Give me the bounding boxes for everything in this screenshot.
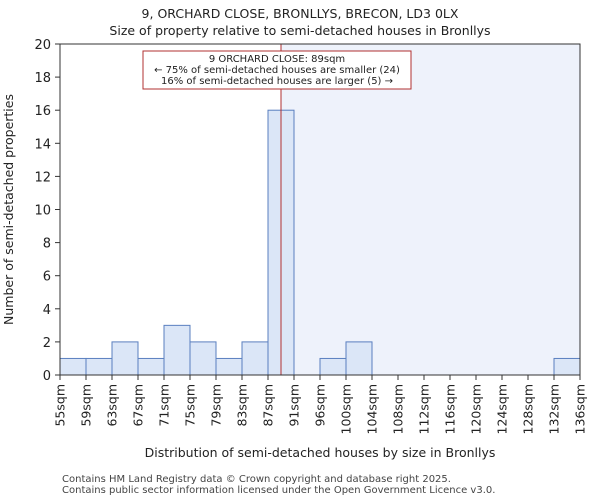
y-tick-label-0: 0 [43, 369, 51, 384]
x-tick-label-132sqm: 132sqm [547, 384, 562, 434]
y-tick-label-12: 12 [34, 170, 51, 185]
annotation-line-2: ← 75% of semi-detached houses are smalle… [154, 65, 400, 76]
x-tick-label-100sqm: 100sqm [339, 384, 354, 434]
bar-132sqm [553, 357, 581, 376]
bar-96sqm [319, 357, 347, 376]
x-tick-label-55sqm: 55sqm [53, 384, 68, 427]
bar-55sqm [59, 357, 87, 376]
bar-83sqm [241, 341, 269, 376]
y-tick-label-8: 8 [43, 237, 51, 252]
x-tick-label-116sqm: 116sqm [443, 384, 458, 434]
x-tick-label-75sqm: 75sqm [183, 384, 198, 427]
bar-71sqm [163, 324, 191, 376]
bars-group [59, 109, 581, 376]
x-tick-label-83sqm: 83sqm [235, 384, 250, 427]
property-annotation: 9 ORCHARD CLOSE: 89sqm ← 75% of semi-det… [142, 50, 412, 90]
y-axis-ticks: 0 2 4 6 8 10 12 14 16 18 20 [34, 38, 60, 384]
footer-licence: Contains public sector information licen… [62, 485, 496, 496]
x-tick-label-124sqm: 124sqm [495, 384, 510, 434]
bar-75sqm [189, 341, 217, 376]
chart-subtitle: Size of property relative to semi-detach… [109, 23, 491, 38]
x-tick-label-91sqm: 91sqm [287, 384, 302, 427]
x-tick-label-136sqm: 136sqm [573, 384, 588, 434]
y-tick-label-10: 10 [34, 204, 51, 219]
annotation-box [142, 50, 412, 90]
x-tick-label-67sqm: 67sqm [131, 384, 146, 427]
y-tick-label-14: 14 [34, 137, 51, 152]
x-tick-label-128sqm: 128sqm [521, 384, 536, 434]
x-tick-label-87sqm: 87sqm [261, 384, 276, 427]
y-tick-label-4: 4 [43, 303, 51, 318]
y-axis-label: Number of semi-detached properties [1, 94, 16, 325]
x-tick-label-96sqm: 96sqm [313, 384, 328, 427]
bar-63sqm [111, 341, 139, 376]
x-axis-label: Distribution of semi-detached houses by … [145, 445, 496, 460]
larger-properties-region [281, 44, 580, 375]
x-tick-label-108sqm: 108sqm [391, 384, 406, 434]
y-tick-label-20: 20 [34, 38, 51, 53]
x-tick-label-63sqm: 63sqm [105, 384, 120, 427]
annotation-line-1: 9 ORCHARD CLOSE: 89sqm [209, 54, 345, 65]
x-tick-label-120sqm: 120sqm [469, 384, 484, 434]
y-tick-label-18: 18 [34, 71, 51, 86]
chart-title: 9, ORCHARD CLOSE, BRONLLYS, BRECON, LD3 … [141, 6, 459, 21]
annotation-line-3: 16% of semi-detached houses are larger (… [161, 76, 393, 87]
y-tick-label-16: 16 [34, 104, 51, 119]
x-tick-label-79sqm: 79sqm [209, 384, 224, 427]
bar-79sqm [215, 357, 243, 376]
x-tick-label-59sqm: 59sqm [79, 384, 94, 427]
y-tick-label-6: 6 [43, 270, 51, 285]
bar-100sqm [345, 341, 373, 376]
x-tick-label-112sqm: 112sqm [417, 384, 432, 434]
y-tick-label-2: 2 [43, 336, 51, 351]
x-axis-ticks: 55sqm 59sqm 63sqm 67sqm 71sqm 75sqm 79sqm 83sqm… [53, 375, 588, 434]
x-tick-label-71sqm: 71sqm [157, 384, 172, 427]
bar-59sqm [85, 357, 113, 376]
bar-67sqm [137, 357, 165, 376]
footer-copyright: Contains HM Land Registry data © Crown c… [62, 474, 451, 485]
x-tick-label-104sqm: 104sqm [365, 384, 380, 434]
